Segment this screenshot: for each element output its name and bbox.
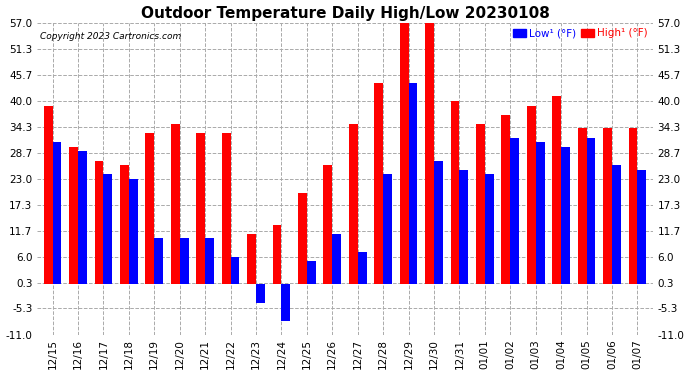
Bar (612, 165, 621, 284)
Bar (171, 124, 179, 284)
Bar (400, 23, 408, 284)
Bar (357, 252, 366, 284)
Bar (120, 165, 129, 284)
Bar (95, 160, 103, 284)
Bar (511, 138, 519, 284)
Bar (247, 234, 256, 284)
Bar (324, 165, 333, 284)
Bar (527, 105, 535, 284)
Bar (69, 147, 78, 284)
Bar (603, 129, 612, 284)
Bar (230, 257, 239, 284)
Bar (221, 133, 230, 284)
Bar (307, 261, 316, 284)
Bar (383, 174, 392, 284)
Bar (256, 284, 265, 303)
Bar (349, 124, 357, 284)
Bar (629, 129, 638, 284)
Bar (43, 105, 52, 284)
Bar (298, 193, 307, 284)
Bar (434, 160, 443, 284)
Legend: Low¹ (°F), High¹ (°F): Low¹ (°F), High¹ (°F) (509, 24, 651, 42)
Bar (205, 238, 214, 284)
Bar (273, 225, 282, 284)
Bar (561, 147, 570, 284)
Bar (578, 129, 586, 284)
Bar (451, 101, 460, 284)
Bar (333, 234, 341, 284)
Text: Copyright 2023 Cartronics.com: Copyright 2023 Cartronics.com (41, 33, 181, 42)
Bar (586, 138, 595, 284)
Title: Outdoor Temperature Daily High/Low 20230108: Outdoor Temperature Daily High/Low 20230… (141, 6, 549, 21)
Bar (146, 133, 155, 284)
Bar (535, 142, 544, 284)
Bar (104, 174, 112, 284)
Bar (476, 124, 485, 284)
Bar (502, 115, 511, 284)
Bar (638, 170, 647, 284)
Bar (425, 23, 434, 284)
Bar (552, 96, 561, 284)
Bar (179, 238, 188, 284)
Bar (78, 152, 87, 284)
Bar (282, 284, 290, 321)
Bar (460, 170, 469, 284)
Bar (155, 238, 163, 284)
Bar (196, 133, 205, 284)
Bar (408, 82, 417, 284)
Bar (485, 174, 494, 284)
Bar (374, 82, 383, 284)
Bar (129, 179, 138, 284)
Bar (52, 142, 61, 284)
